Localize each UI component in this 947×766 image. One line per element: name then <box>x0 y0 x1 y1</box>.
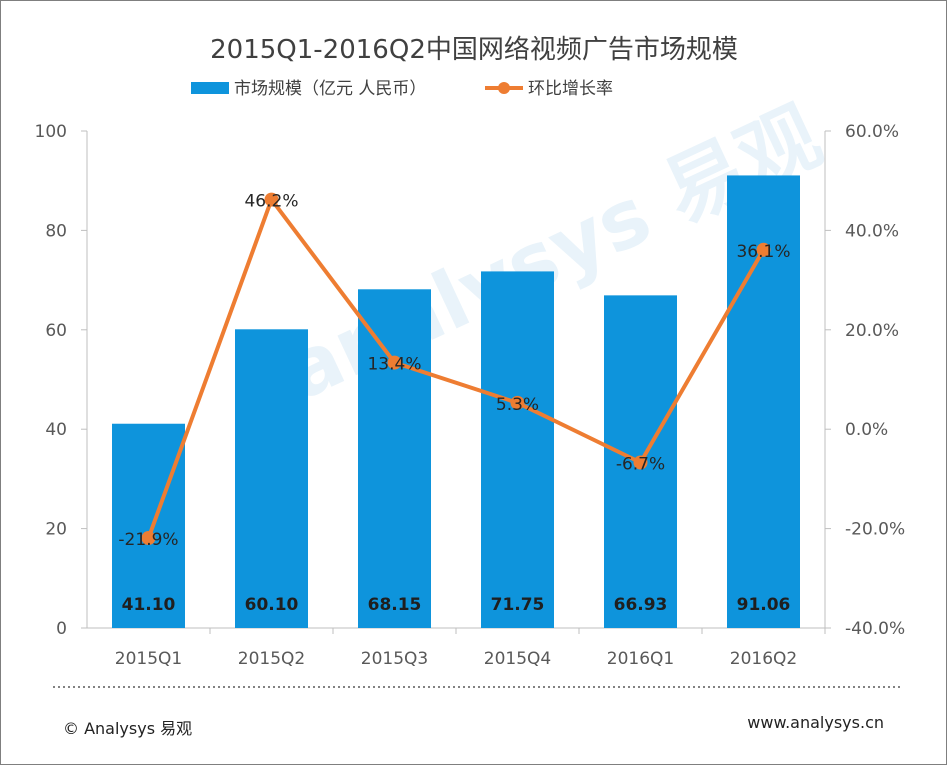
growth-value-label: 5.3% <box>496 395 539 415</box>
y-right-tick-label: -40.0% <box>845 619 905 639</box>
x-tick-label: 2015Q1 <box>115 649 182 669</box>
x-tick-label: 2016Q2 <box>730 649 797 669</box>
y-left-tick-label: 40 <box>45 420 67 440</box>
growth-line <box>146 197 766 539</box>
x-tick-label: 2016Q1 <box>607 649 674 669</box>
bar-value-label: 68.15 <box>368 595 422 615</box>
x-tick-label: 2015Q4 <box>484 649 551 669</box>
bar <box>481 271 554 628</box>
growth-marker <box>264 192 279 207</box>
y-left-tick-label: 20 <box>45 520 67 540</box>
x-tick-label: 2015Q3 <box>361 649 428 669</box>
growth-marker <box>633 455 648 470</box>
y-left-tick-label: 0 <box>56 619 67 639</box>
growth-value-label: 36.1% <box>736 242 790 262</box>
y-right-tick-label: 40.0% <box>845 221 899 241</box>
legend-swatch-bar <box>191 82 229 94</box>
bar <box>358 289 431 628</box>
growth-value-label: 13.4% <box>367 355 421 375</box>
bar-value-label: 66.93 <box>614 595 668 615</box>
bar-value-label: 91.06 <box>737 595 791 615</box>
y-left-tick-label: 60 <box>45 321 67 341</box>
y-right-tick-label: 0.0% <box>845 420 888 440</box>
legend-label-bar: 市场规模（亿元 人民币） <box>234 79 426 99</box>
growth-marker <box>756 242 771 257</box>
y-right-tick-label: 20.0% <box>845 321 899 341</box>
legend-label-line: 环比增长率 <box>528 79 613 99</box>
growth-marker <box>141 531 156 546</box>
growth-value-label: -6.7% <box>616 454 665 474</box>
chart-title: 2015Q1-2016Q2中国网络视频广告市场规模 <box>210 35 738 65</box>
bar-value-label: 71.75 <box>491 595 545 615</box>
copyright: © Analysys 易观 <box>63 719 193 738</box>
legend-swatch-marker <box>498 82 510 94</box>
y-left-tick-label: 100 <box>35 122 67 142</box>
y-right-tick-label: 60.0% <box>845 122 899 142</box>
y-right-tick-label: -20.0% <box>845 520 905 540</box>
y-left-tick-label: 80 <box>45 221 67 241</box>
bar-value-label: 60.10 <box>245 595 299 615</box>
website-link[interactable]: www.analysys.cn <box>747 713 884 732</box>
growth-marker <box>510 395 525 410</box>
growth-marker <box>387 355 402 370</box>
growth-value-label: -21.9% <box>118 530 178 550</box>
x-tick-label: 2015Q2 <box>238 649 305 669</box>
bar-value-label: 41.10 <box>122 595 176 615</box>
bar <box>112 423 185 628</box>
bar <box>235 329 308 628</box>
growth-value-label: 46.2% <box>244 192 298 212</box>
